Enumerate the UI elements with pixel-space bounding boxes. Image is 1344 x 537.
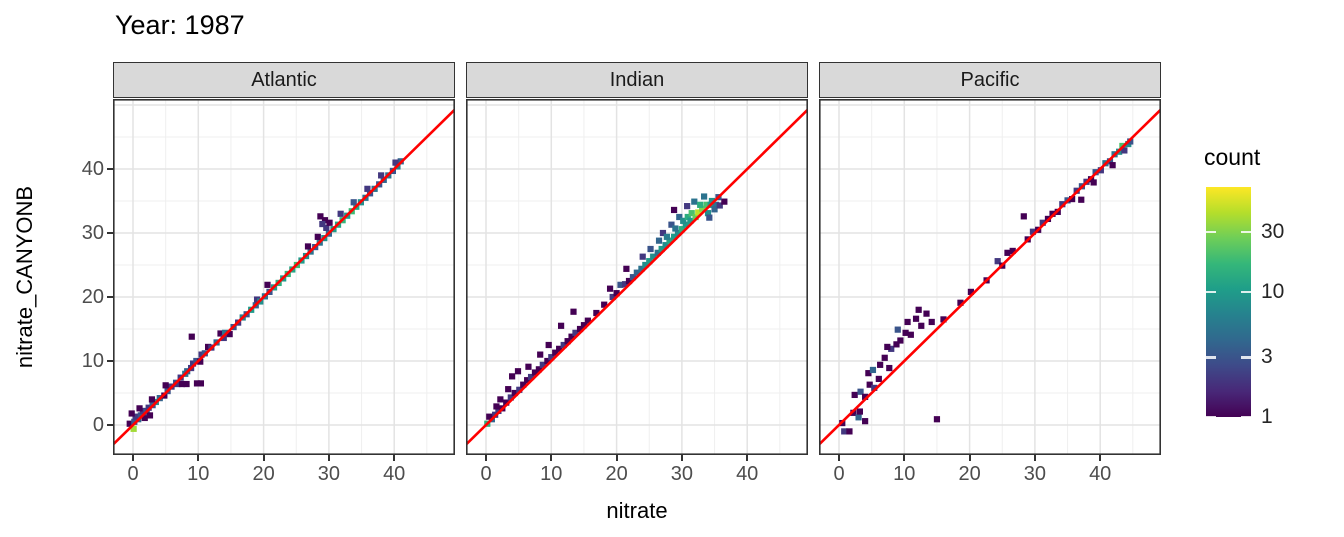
- x-tick-label: 40: [383, 463, 406, 485]
- x-tick-label: 30: [317, 463, 341, 485]
- x-tick-mark: [262, 455, 265, 461]
- x-tick-label: 20: [958, 463, 981, 485]
- x-tick-label: 0: [833, 463, 845, 485]
- y-tick-label: 40: [81, 158, 104, 180]
- identity-line: [819, 108, 1161, 446]
- y-tick-label: 30: [81, 222, 104, 244]
- y-tick-mark: [107, 232, 113, 234]
- panel-border: [466, 99, 808, 455]
- x-tick-label: 10: [187, 463, 210, 485]
- legend-tick-mark: [1241, 415, 1251, 419]
- y-tick-mark: [107, 296, 113, 298]
- x-tick-mark: [680, 455, 683, 461]
- panel-plot-atlantic: [113, 99, 455, 455]
- x-tick-mark: [327, 455, 330, 461]
- legend-colorbar: [1206, 187, 1251, 417]
- y-tick-label: 10: [81, 350, 104, 372]
- identity-line: [113, 108, 455, 446]
- x-tick-label: 0: [480, 463, 492, 485]
- facet-strip-label: Atlantic: [251, 68, 317, 91]
- x-tick-mark: [132, 455, 134, 461]
- facet-strip-atlantic: Atlantic: [113, 62, 455, 98]
- x-tick-mark: [968, 455, 971, 461]
- panel-border: [819, 99, 1161, 455]
- legend-tick-label: 1: [1261, 405, 1273, 428]
- facet-strip-label: Pacific: [960, 68, 1020, 91]
- x-tick-mark: [550, 455, 553, 461]
- y-axis-title: nitrate_CANYONB: [10, 99, 40, 455]
- x-tick-label: 20: [605, 463, 628, 485]
- y-tick-mark: [107, 424, 113, 426]
- x-axis-title: nitrate: [606, 498, 668, 523]
- gridlines-major: [466, 99, 808, 455]
- x-tick-label: 10: [540, 463, 563, 485]
- legend-tick-label: 3: [1261, 345, 1273, 369]
- x-tick-mark: [393, 455, 396, 461]
- x-tick-mark: [838, 455, 840, 461]
- y-tick-mark: [107, 168, 113, 170]
- x-tick-label: 40: [736, 463, 759, 485]
- plot-title: Year: 1987: [115, 10, 245, 40]
- facet-strip-label: Indian: [609, 68, 665, 91]
- gridlines-major: [819, 99, 1161, 455]
- gridlines-minor: [466, 99, 808, 455]
- x-tick-label: 0: [127, 463, 139, 485]
- panel-border: [113, 99, 455, 455]
- legend-title: count: [1204, 144, 1261, 170]
- gridlines-minor: [113, 99, 455, 455]
- legend-tick-mark: [1241, 290, 1251, 294]
- legend-tick-mark: [1206, 415, 1216, 419]
- legend-tick-mark: [1206, 231, 1216, 234]
- legend-tick-mark: [1241, 356, 1251, 359]
- panel-plot-pacific: [819, 99, 1161, 455]
- y-tick-label: 0: [92, 414, 104, 436]
- identity-line: [466, 108, 808, 446]
- legend-tick-label: 30: [1261, 220, 1285, 244]
- legend-tick-mark: [1206, 356, 1216, 359]
- legend-tick-label: 10: [1261, 279, 1285, 303]
- y-tick-mark: [107, 360, 113, 362]
- x-tick-mark: [1099, 455, 1102, 461]
- x-tick-mark: [746, 455, 749, 461]
- facet-strip-pacific: Pacific: [819, 62, 1161, 98]
- y-tick-label: 20: [81, 286, 104, 308]
- x-tick-mark: [615, 455, 618, 461]
- facet-strip-indian: Indian: [466, 62, 808, 98]
- legend-tick-mark: [1206, 290, 1216, 294]
- legend-tick-mark: [1241, 231, 1251, 234]
- gridlines-minor: [819, 99, 1161, 455]
- panel-plot-indian: [466, 99, 808, 455]
- x-tick-label: 40: [1089, 463, 1112, 485]
- x-tick-label: 20: [252, 463, 275, 485]
- x-tick-label: 30: [1023, 463, 1047, 485]
- x-tick-mark: [1033, 455, 1036, 461]
- x-tick-mark: [197, 455, 200, 461]
- x-tick-mark: [485, 455, 487, 461]
- x-tick-label: 10: [893, 463, 916, 485]
- x-tick-label: 30: [670, 463, 694, 485]
- x-tick-mark: [903, 455, 906, 461]
- y-axis-title-text: nitrate_CANYONB: [12, 185, 37, 369]
